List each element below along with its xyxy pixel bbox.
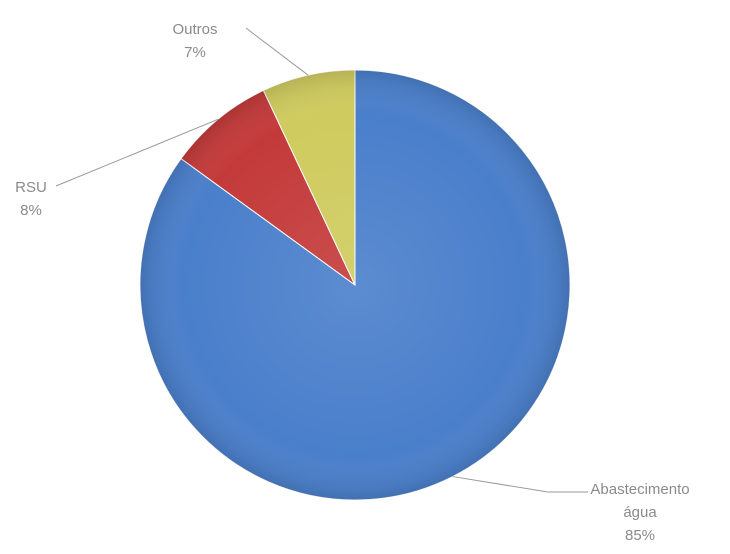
- slice-label-abastecimento-line2: água: [623, 504, 657, 521]
- leader-line-abastecimento: [452, 476, 588, 493]
- slice-label-rsu: RSU 8%: [0, 176, 62, 222]
- leader-line-outros: [245, 27, 309, 76]
- slice-value-rsu: 8%: [20, 202, 42, 219]
- slice-label-outros-line1: Outros: [172, 21, 218, 38]
- slice-value-abastecimento: 85%: [624, 527, 656, 544]
- slice-label-abastecimento-line1: Abastecimento: [590, 481, 690, 498]
- leader-line-rsu: [55, 118, 219, 187]
- slice-label-outros: Outros 7%: [160, 18, 230, 64]
- slice-value-outros: 7%: [184, 44, 206, 61]
- slice-label-rsu-line1: RSU: [15, 179, 47, 196]
- slice-label-abastecimento: Abastecimento água 85%: [555, 478, 725, 547]
